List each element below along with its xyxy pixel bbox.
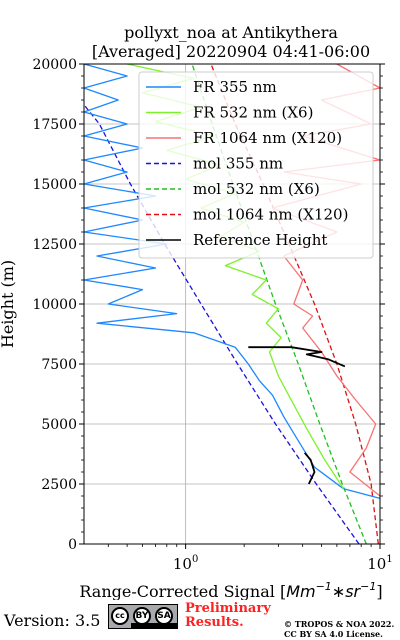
badge-strip [131,623,177,628]
legend-label: FR 1064 nm (X120) [193,129,342,147]
copyright-line1: © TROPOS & NOA 2022. [284,619,395,629]
preliminary-notice: Preliminary Results. [185,601,271,630]
legend-label: mol 355 nm [193,155,283,173]
legend-label: FR 355 nm [193,78,277,96]
copyright-line2: CC BY SA 4.0 License. [284,629,383,639]
cc-license-badge: cc BY SA [108,604,178,629]
y-tick-label: 20000 [32,57,77,73]
y-axis-label: Height (m) [0,260,17,348]
legend-box [138,71,374,259]
axis-ticks: 0 2500 5000 7500 10000 12500 15000 17500 20000 10… [32,57,392,573]
x-tick-label: 101 [367,554,392,573]
legend-label: FR 532 nm (X6) [193,104,313,122]
legend-label: mol 1064 nm (X120) [193,206,348,224]
y-tick-label: 7500 [41,357,77,373]
y-tick-label: 2500 [41,477,77,493]
cc-icon: cc [111,607,129,625]
y-tick-label: 17500 [32,117,77,133]
y-tick-label: 0 [68,537,77,553]
series-reference-height [304,452,316,485]
y-tick-label: 10000 [32,297,77,313]
series-reference-height [248,346,346,368]
copyright-notice: © TROPOS & NOA 2022. CC BY SA 4.0 Licens… [284,619,398,639]
y-tick-label: 12500 [32,237,77,253]
legend-label: mol 532 nm (X6) [193,180,320,198]
legend-label: Reference Height [193,231,327,249]
legend: FR 355 nm FR 532 nm (X6) FR 1064 nm (X120)… [138,71,374,259]
series-mol-1064-nm-x120 [210,63,379,545]
lidar-chart: pollyxt_noa at Antikythera [Averaged] 20… [0,23,393,600]
chart-title-line1: pollyxt_noa at Antikythera [124,23,338,42]
version-label: Version: 3.5 [4,611,101,630]
x-tick-label: 100 [173,554,198,573]
x-axis-label: Range-Corrected Signal [Mm−1∗sr−1] [79,580,382,600]
chart-title-line2: [Averaged] 20220904 04:41-06:00 [92,42,370,61]
y-tick-label: 5000 [41,417,77,433]
y-tick-label: 15000 [32,177,77,193]
series-mol-355-nm [83,104,360,545]
series-fr-355-nm [83,63,381,500]
